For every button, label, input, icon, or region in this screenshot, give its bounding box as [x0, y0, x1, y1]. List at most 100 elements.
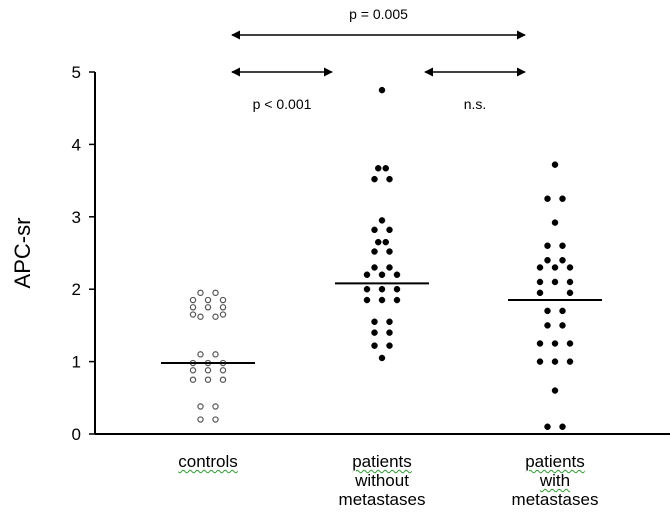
y-ticks: 0 1 2 3 4 5	[72, 63, 95, 444]
data-point	[551, 264, 559, 271]
data-point	[378, 86, 386, 94]
data-point	[371, 329, 378, 336]
category-label-line: patients	[525, 452, 585, 471]
data-point	[566, 358, 574, 365]
data-point	[197, 416, 204, 423]
median-lines	[161, 282, 602, 365]
y-tick-label: 0	[72, 425, 81, 444]
data-point	[371, 264, 378, 271]
data-point	[382, 165, 389, 172]
data-point	[536, 264, 544, 271]
data-point	[559, 256, 566, 264]
data-point	[386, 175, 393, 183]
data-point	[544, 423, 551, 431]
data-point	[559, 423, 566, 431]
data-point	[536, 278, 544, 286]
data-point	[386, 226, 393, 234]
data-point	[212, 289, 219, 297]
data-point	[371, 318, 378, 326]
data-point	[204, 304, 212, 311]
data-point	[566, 278, 574, 286]
data-point	[212, 351, 219, 358]
category-label-line: metastases	[338, 490, 426, 509]
data-point	[544, 307, 551, 315]
data-point	[204, 367, 212, 374]
significance-label: p = 0.005	[349, 6, 408, 22]
data-point	[551, 161, 559, 168]
data-points	[189, 86, 574, 431]
category-label-line: with	[539, 471, 571, 490]
data-point	[378, 354, 386, 362]
category-label: patients with metastases	[475, 452, 635, 509]
data-point	[204, 296, 212, 304]
category-label-line: patients	[352, 452, 412, 471]
data-point	[559, 242, 566, 250]
data-point	[197, 351, 204, 358]
data-point	[371, 248, 378, 255]
data-point	[219, 376, 227, 383]
category-label-line: without	[355, 471, 409, 490]
data-point	[197, 313, 204, 320]
data-point	[566, 289, 574, 297]
data-point	[393, 296, 401, 304]
data-point	[544, 256, 551, 264]
category-label: controls	[128, 452, 288, 471]
data-point	[189, 367, 197, 374]
y-tick-label: 5	[72, 63, 81, 82]
data-point	[219, 304, 227, 311]
data-point	[551, 358, 559, 365]
data-point	[386, 264, 393, 271]
y-tick-label: 2	[72, 280, 81, 299]
data-point	[371, 175, 378, 183]
category-label: patients without metastases	[302, 452, 462, 509]
data-point	[212, 416, 219, 423]
data-point	[197, 289, 204, 297]
data-point	[559, 322, 566, 329]
data-point	[219, 296, 227, 304]
data-point	[375, 165, 382, 172]
data-point	[566, 340, 574, 347]
data-point	[375, 238, 382, 246]
axes: 0 1 2 3 4 5 APC-sr	[10, 63, 670, 444]
data-point	[212, 313, 219, 320]
data-point	[219, 367, 227, 374]
data-point	[544, 322, 551, 329]
significance-label: n.s.	[464, 96, 487, 112]
y-axis-label: APC-sr	[10, 218, 35, 289]
significance-label: p < 0.001	[253, 96, 312, 112]
data-point	[204, 376, 212, 383]
data-point	[544, 242, 551, 250]
significance-annotations: p = 0.005 p < 0.001 n.s.	[231, 6, 526, 112]
data-point	[536, 358, 544, 365]
data-point	[378, 285, 386, 293]
data-point	[212, 403, 219, 410]
category-label-line: controls	[178, 452, 238, 471]
y-tick-label: 4	[72, 135, 81, 154]
y-tick-label: 1	[72, 353, 81, 372]
data-point	[363, 285, 371, 293]
data-point	[189, 376, 197, 383]
data-point	[551, 219, 559, 226]
data-point	[386, 318, 393, 326]
data-point	[189, 296, 197, 304]
data-point	[382, 238, 389, 246]
data-point	[378, 271, 386, 278]
data-point	[386, 329, 393, 336]
category-label-line: metastases	[511, 490, 599, 509]
data-point	[363, 271, 371, 278]
data-point	[393, 271, 401, 278]
data-point	[189, 304, 197, 311]
data-point	[219, 311, 227, 318]
data-point	[544, 195, 551, 202]
data-point	[536, 289, 544, 297]
data-point	[559, 307, 566, 315]
data-point	[378, 217, 386, 224]
data-point	[371, 226, 378, 234]
data-point	[378, 296, 386, 304]
data-point	[566, 264, 574, 271]
data-point	[559, 195, 566, 202]
data-point	[386, 248, 393, 255]
data-point	[393, 285, 401, 293]
data-point	[551, 278, 559, 286]
